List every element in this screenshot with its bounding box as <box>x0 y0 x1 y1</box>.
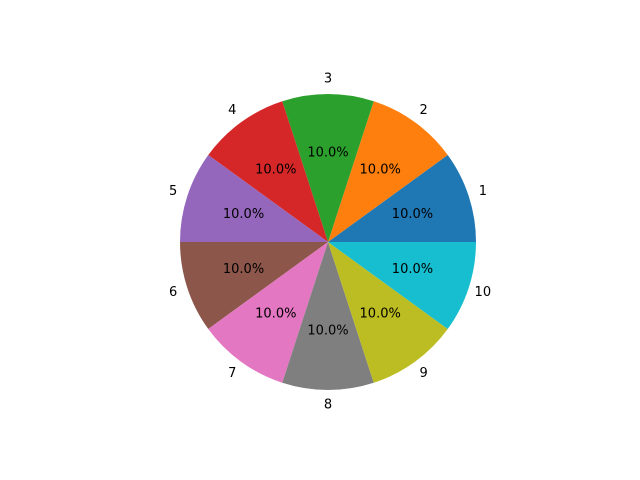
pie-slice-6 <box>180 242 328 329</box>
pie-slice-10 <box>328 242 476 329</box>
pie-slice-5 <box>180 155 328 242</box>
pie-slice-7 <box>208 242 328 383</box>
pie-category-label-8: 8 <box>324 397 332 412</box>
pie-category-label-10: 10 <box>475 285 492 300</box>
pie-category-label-1: 1 <box>479 184 487 199</box>
pie-category-label-2: 2 <box>420 103 428 118</box>
pie-slice-2 <box>328 101 448 242</box>
pie-percent-label-10: 10.0% <box>392 262 433 277</box>
pie-slices <box>180 94 476 391</box>
pie-labels: 10.0% 1 10.0% 2 10.0% 3 10.0% 4 10.0% 5 10.0% 6 10.0… <box>169 72 491 413</box>
pie-category-label-9: 9 <box>420 366 428 381</box>
pie-percent-label-6: 10.0% <box>223 262 264 277</box>
pie-slice-4 <box>208 101 328 242</box>
pie-category-label-3: 3 <box>324 72 332 87</box>
pie-slice-1 <box>328 155 476 242</box>
pie-percent-label-8: 10.0% <box>307 323 348 338</box>
pie-percent-label-7: 10.0% <box>255 306 296 321</box>
pie-percent-label-1: 10.0% <box>392 207 433 222</box>
pie-slice-3 <box>282 94 374 243</box>
pie-category-label-4: 4 <box>228 103 236 118</box>
pie-slice-8 <box>282 242 374 391</box>
pie-percent-label-5: 10.0% <box>223 207 264 222</box>
pie-category-label-7: 7 <box>228 366 236 381</box>
pie-slice-9 <box>328 242 448 383</box>
pie-category-label-5: 5 <box>169 184 177 199</box>
pie-percent-label-2: 10.0% <box>360 163 401 178</box>
pie-percent-label-9: 10.0% <box>360 306 401 321</box>
pie-percent-label-4: 10.0% <box>255 163 296 178</box>
pie-category-label-6: 6 <box>169 285 177 300</box>
pie-percent-label-3: 10.0% <box>307 146 348 161</box>
